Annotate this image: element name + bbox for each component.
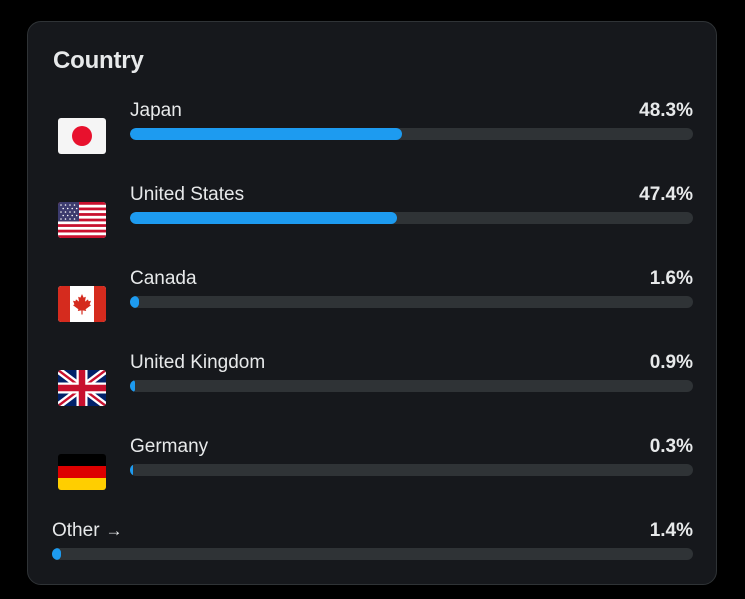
- united-states-flag-icon: [58, 202, 106, 238]
- country-card: Country Japan 48.3%: [27, 21, 717, 585]
- country-row-japan[interactable]: Japan 48.3%: [28, 100, 716, 164]
- progress-fill: [130, 212, 397, 224]
- progress-fill: [52, 548, 61, 560]
- japan-flag-icon: [58, 118, 106, 154]
- country-percent: 1.6%: [649, 268, 693, 289]
- other-percent: 1.4%: [649, 520, 693, 541]
- progress-track: [130, 380, 693, 392]
- progress-track: [130, 464, 693, 476]
- united-kingdom-flag-icon: [58, 370, 106, 406]
- country-name: Germany: [130, 436, 209, 457]
- arrow-right-icon: →: [105, 521, 123, 540]
- other-row[interactable]: Other → 1.4%: [28, 520, 716, 584]
- country-name: United States: [130, 184, 245, 205]
- country-row-united-kingdom[interactable]: United Kingdom 0.9%: [28, 352, 716, 416]
- progress-fill: [130, 464, 133, 476]
- other-link[interactable]: Other →: [52, 520, 123, 542]
- other-label: Other: [52, 520, 100, 541]
- country-percent: 47.4%: [639, 184, 693, 205]
- progress-fill: [130, 380, 136, 392]
- progress-track: [130, 128, 693, 140]
- country-name: Canada: [130, 268, 197, 289]
- country-percent: 48.3%: [639, 100, 693, 121]
- progress-track: [130, 212, 693, 224]
- country-row-canada[interactable]: Canada 1.6%: [28, 268, 716, 332]
- country-row-germany[interactable]: Germany 0.3%: [28, 436, 716, 500]
- progress-fill: [130, 128, 402, 140]
- country-percent: 0.9%: [649, 352, 693, 373]
- progress-fill: [130, 296, 139, 308]
- germany-flag-icon: [58, 454, 106, 490]
- country-name: United Kingdom: [130, 352, 266, 373]
- card-title: Country: [53, 47, 144, 74]
- progress-track: [130, 296, 693, 308]
- canada-flag-icon: [58, 286, 106, 322]
- progress-track: [52, 548, 693, 560]
- country-percent: 0.3%: [649, 436, 693, 457]
- country-name: Japan: [130, 100, 182, 121]
- country-row-united-states[interactable]: United States 47.4%: [28, 184, 716, 248]
